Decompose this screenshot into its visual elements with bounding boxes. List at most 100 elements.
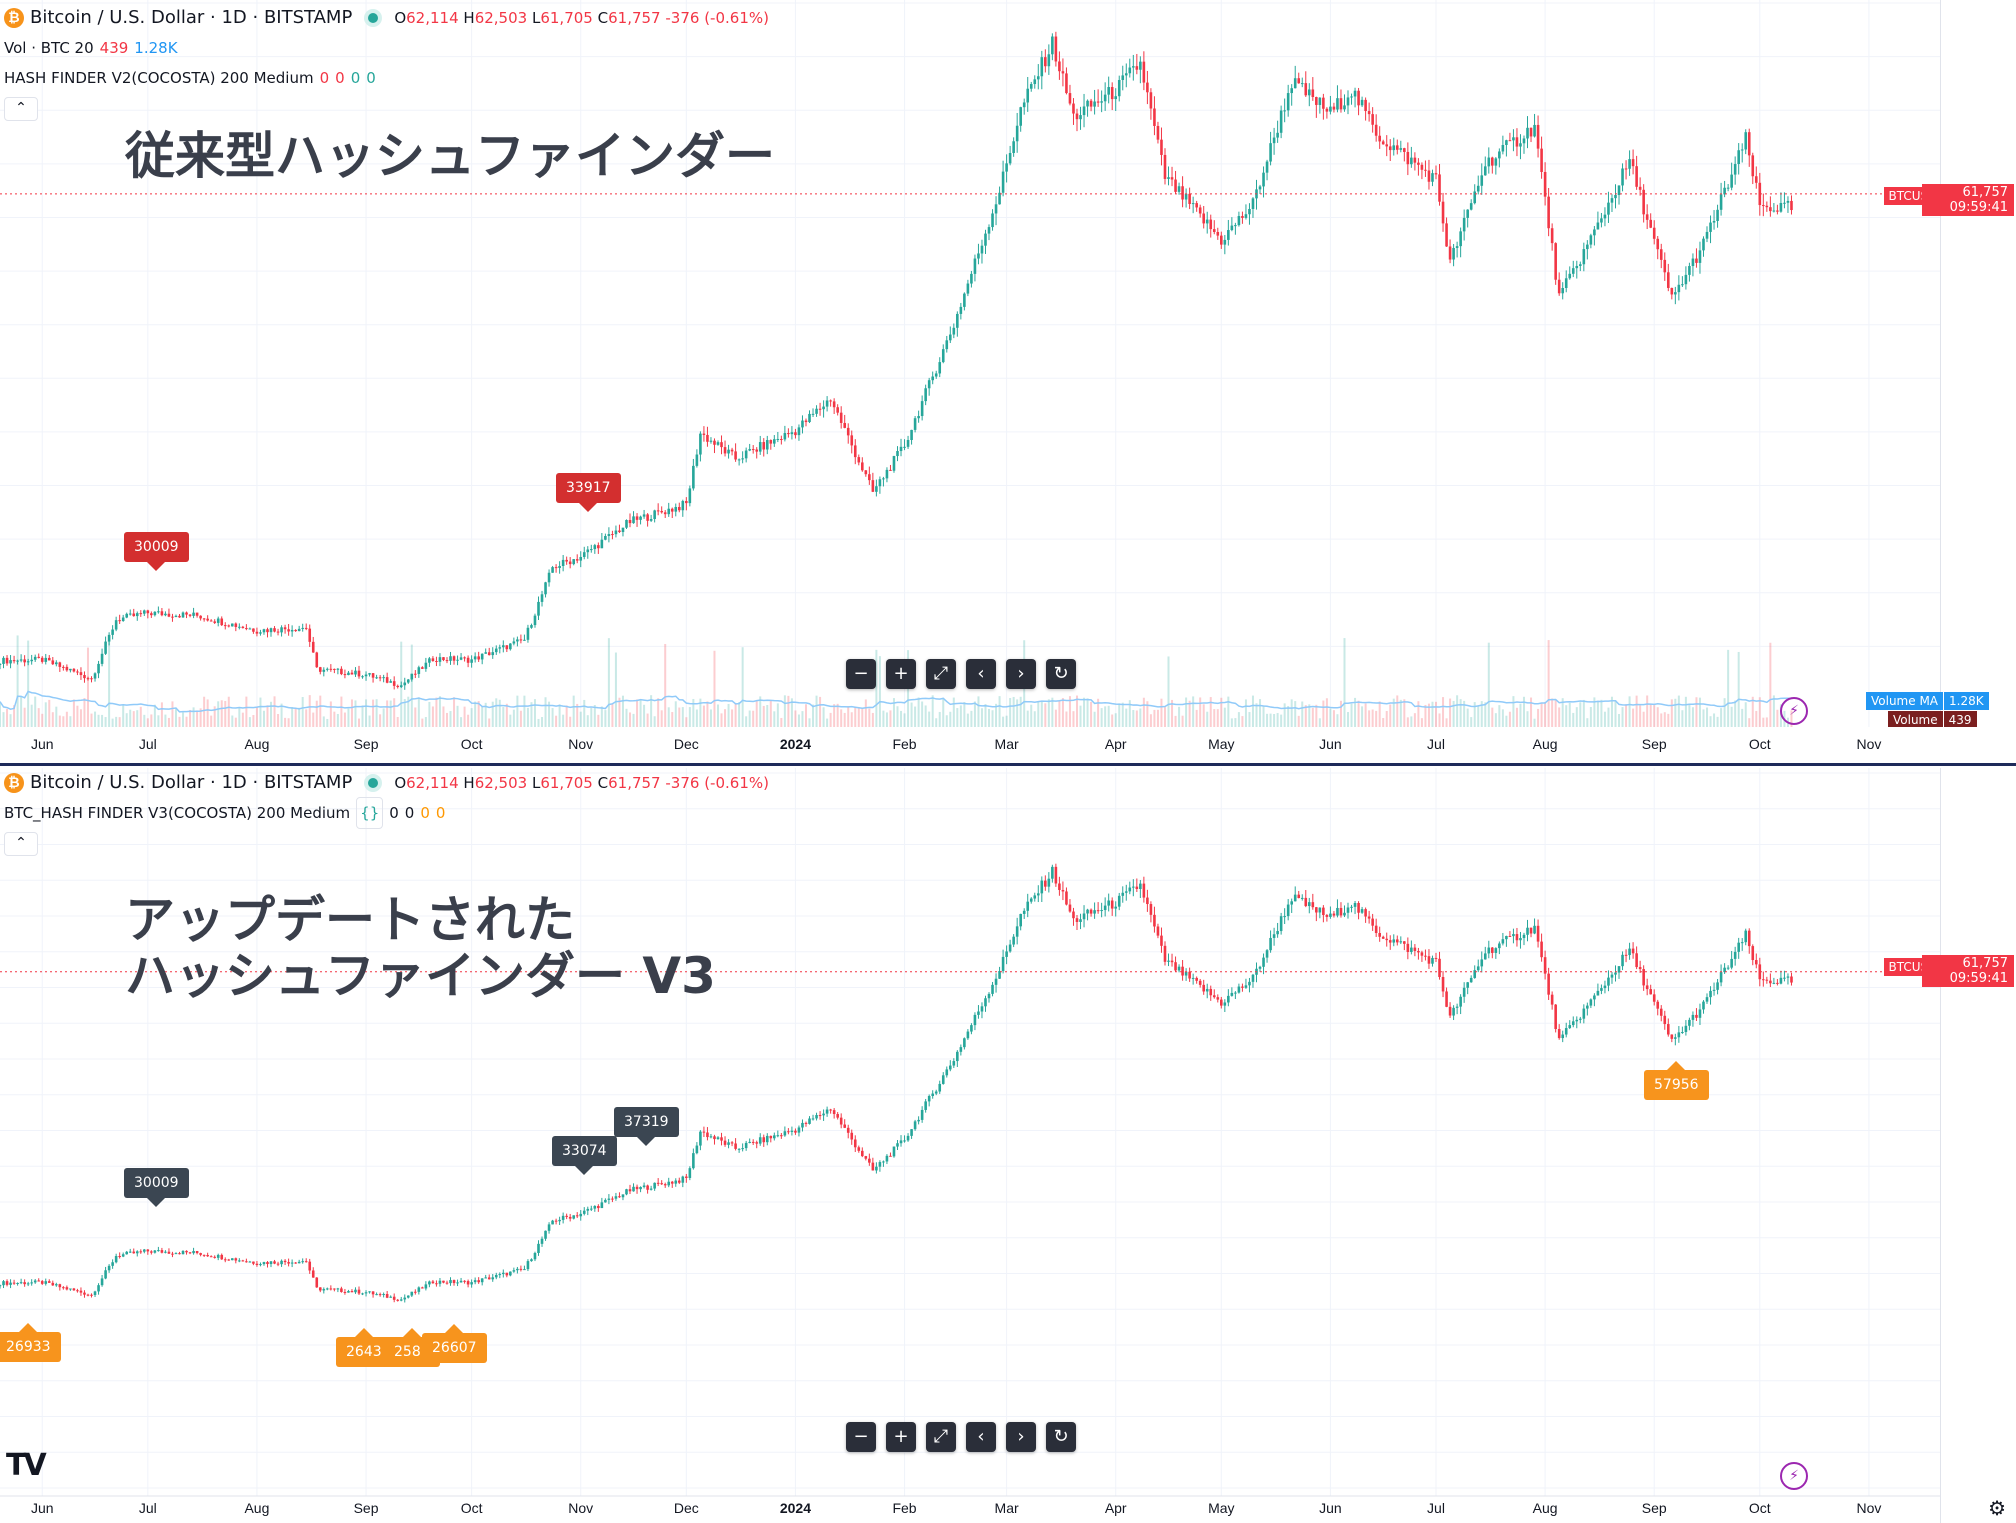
candle-body [1307,902,1311,907]
volume-bar [685,717,688,727]
candle-body [1248,208,1251,215]
candle-body [357,1289,361,1294]
fullscreen-button[interactable]: ⤢ [926,1422,956,1452]
scroll-right-button[interactable]: › [1006,1422,1036,1452]
volume-bar [773,711,776,727]
candle-body [1072,103,1075,114]
candle-body [326,668,329,670]
reset-chart-button[interactable]: ↻ [1046,659,1076,689]
volume-bar [1667,713,1670,727]
volume-bar [1336,714,1339,727]
candle-body [1364,909,1367,917]
volume-bar [174,708,177,727]
volume-bar [1677,695,1680,727]
zoom-in-button[interactable]: + [886,659,916,689]
collapse-legend-button[interactable]: ⌃ [4,97,38,121]
volume-bar [1772,695,1775,727]
volume-bar [1009,698,1012,727]
candle-body [1501,144,1505,152]
candle-body [593,1205,597,1209]
bottom-price-chart[interactable]: 84,00080,00076,00072,00068,00064,00060,0… [0,768,2016,1523]
scroll-left-button[interactable]: ‹ [966,659,996,689]
candle-body [125,613,129,618]
bottom-chart-pane[interactable]: 84,00080,00076,00072,00068,00064,00060,0… [0,768,2016,1523]
candle-body [1603,214,1607,219]
candle-body [350,672,354,675]
candle-body [1403,148,1406,152]
candle-body [259,632,262,634]
fullscreen-button[interactable]: ⤢ [926,659,956,689]
top-price-scale[interactable] [1940,0,2016,727]
volume-bar [13,705,16,727]
top-time-axis[interactable]: Jun Jul Aug Sep Oct Nov Dec 2024 Feb Mar Apr May Jun… [0,727,2016,763]
volume-bar [1125,708,1128,727]
scroll-right-button[interactable]: › [1006,659,1036,689]
zoom-out-button[interactable]: − [846,659,876,689]
pane-separator[interactable]: Jun Jul Aug Sep Oct Nov Dec 2024 Feb Mar Apr May Jun… [0,727,2016,768]
candle-body [822,1113,825,1116]
candle-body [1688,1019,1691,1026]
collapse-legend-button[interactable]: ⌃ [4,832,38,856]
bottom-price-scale[interactable] [1940,768,2016,1523]
candle-body [37,656,41,658]
scroll-left-button[interactable]: ‹ [966,1422,996,1452]
zoom-out-button[interactable]: − [846,1422,876,1452]
volume-bar [1209,697,1212,727]
candle-body [509,643,512,650]
candle-body [1403,941,1406,944]
reset-chart-button[interactable]: ↻ [1046,1422,1076,1452]
candle-body [33,1280,37,1283]
volume-bar [783,695,786,727]
candle-body [1536,124,1540,149]
candle-body [1779,202,1783,212]
candle-body [674,506,678,512]
volume-bar [1691,707,1694,727]
lightning-icon[interactable]: ⚡ [1780,697,1808,725]
gear-icon[interactable]: ⚙ [1988,1496,2006,1520]
volume-bar [146,718,149,727]
candle-body [699,433,702,455]
zoom-in-button[interactable]: + [886,1422,916,1452]
top-price-chart[interactable]: 76,00072,00068,00064,00060,00056,00052,0… [0,0,2016,727]
candle-body [1026,88,1030,103]
candle-body [1652,227,1656,239]
candle-body [90,1294,93,1296]
candle-body [132,1251,136,1254]
volume-bar [921,701,924,727]
candle-body [1575,1019,1579,1022]
volume-bar [1565,705,1568,727]
candle-body [1733,951,1737,959]
candle-body [804,420,808,423]
tradingview-logo-icon[interactable]: TV [6,1448,47,1483]
candle-body [297,1261,301,1264]
candle-body [491,652,495,656]
candle-body [1160,139,1163,155]
indicator-legend-v3[interactable]: BTC_HASH FINDER V3(COCOSTA) 200 Medium {… [4,797,769,829]
volume-bar [1220,697,1223,727]
volume-legend[interactable]: Vol · BTC 20 439 1.28K [4,39,178,57]
pane-divider[interactable] [0,763,2016,766]
volume-bar [519,710,522,727]
symbol-title[interactable]: Bitcoin / U.S. Dollar · 1D · BITSTAMP [30,772,353,793]
candle-body [1519,143,1522,147]
volume-bar [980,708,983,727]
candle-body [653,510,656,520]
indicator-legend-v2[interactable]: HASH FINDER V2(COCOSTA) 200 Medium 0 0 0… [4,69,376,87]
candle-body [435,661,438,663]
volume-bar [702,705,705,727]
candle-body [294,1262,297,1264]
candle-body [509,1271,512,1276]
candle-body [1691,1014,1695,1020]
candle-body [839,412,843,423]
candle-body [104,1270,107,1279]
volume-bar [333,711,336,727]
top-chart-pane[interactable]: 76,00072,00068,00064,00060,00056,00052,0… [0,0,2016,727]
symbol-title[interactable]: Bitcoin / U.S. Dollar · 1D · BITSTAMP [30,7,353,28]
lightning-icon[interactable]: ⚡ [1780,1462,1808,1490]
candle-body [1015,926,1019,937]
candle-body [340,668,343,675]
candle-body [484,1277,488,1279]
candle-body [758,442,762,452]
volume-bar [724,709,727,727]
candle-body [153,611,157,616]
